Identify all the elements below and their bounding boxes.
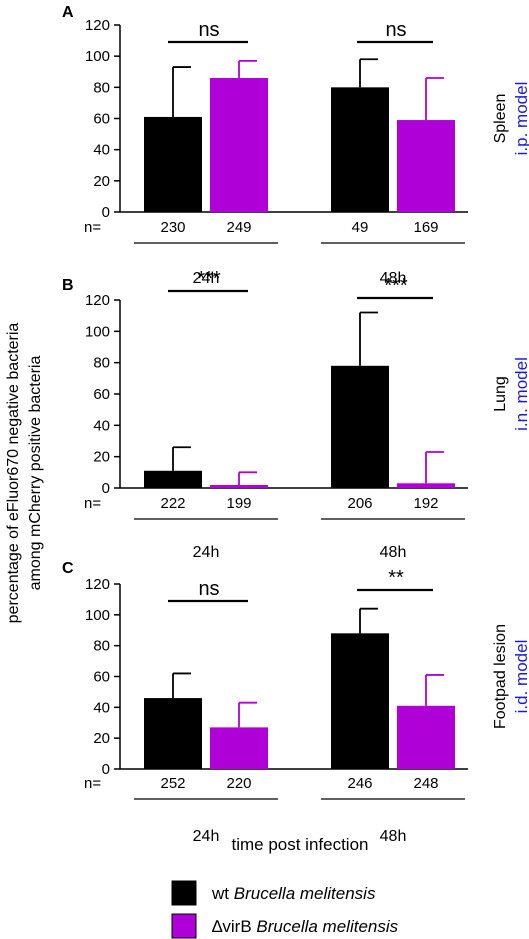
bar — [210, 727, 268, 769]
y-tick-label: 40 — [93, 142, 110, 159]
y-tick-label: 100 — [85, 323, 110, 340]
bar — [144, 470, 202, 488]
y-tick-label: 60 — [93, 111, 110, 128]
legend-swatch — [171, 913, 197, 939]
organ-label: Spleen — [492, 94, 509, 144]
legend-entry: wt Brucella melitensis — [211, 884, 376, 903]
n-label: 220 — [226, 775, 251, 792]
y-tick-label: 0 — [102, 204, 110, 221]
significance-label: *** — [384, 275, 408, 297]
n-label: 206 — [347, 495, 372, 512]
n-label: 252 — [160, 775, 185, 792]
bar — [397, 705, 455, 769]
y-tick-label: 80 — [93, 355, 110, 372]
y-tick-label: 20 — [93, 173, 110, 190]
panels: A 0 20 40 60 80 100 120 230 49 249 169 n= 24h 48h ns ns S… — [62, 4, 529, 845]
y-tick-label: 100 — [85, 607, 110, 624]
y-axis-label-line2: among mCherry positive bacteria — [27, 356, 44, 591]
category-label: 48h — [380, 828, 407, 845]
y-tick-label: 60 — [93, 669, 110, 686]
model-label: i.n. model — [512, 357, 529, 431]
panel-A: A 0 20 40 60 80 100 120 230 49 249 169 n= 24h 48h ns ns S… — [62, 4, 529, 287]
panel-letter: B — [62, 277, 74, 294]
n-label: 49 — [352, 219, 369, 236]
category-label: 24h — [193, 544, 220, 561]
significance-label: ** — [388, 567, 404, 589]
x-axis-label: time post infection — [231, 835, 368, 854]
panel-letter: C — [62, 560, 74, 577]
bar — [210, 485, 268, 488]
significance-label: *** — [197, 268, 221, 290]
category-label: 48h — [380, 270, 407, 287]
category-label: 48h — [380, 544, 407, 561]
legend-entry: ∆virB Brucella melitensis — [212, 917, 399, 936]
bar — [331, 87, 389, 212]
y-tick-label: 20 — [93, 449, 110, 466]
y-tick-label: 100 — [85, 48, 110, 65]
y-tick-label: 60 — [93, 386, 110, 403]
y-tick-label: 120 — [85, 17, 110, 34]
y-tick-label: 40 — [93, 417, 110, 434]
n-label: 199 — [226, 495, 251, 512]
y-tick-label: 40 — [93, 699, 110, 716]
bar — [210, 77, 268, 212]
bar — [144, 116, 202, 212]
legend-swatch — [171, 880, 197, 906]
bar — [331, 633, 389, 769]
n-prefix: n= — [84, 495, 101, 512]
significance-label: ns — [385, 19, 406, 41]
y-axis-label-line1: percentage of eFluor670 negative bacteri… — [5, 323, 22, 624]
n-label: 192 — [413, 495, 438, 512]
organ-label: Footpad lesion — [492, 624, 509, 729]
model-label: i.d. model — [512, 640, 529, 714]
legend: wt Brucella melitensis ∆virB Brucella mel… — [171, 880, 399, 939]
y-tick-label: 0 — [102, 761, 110, 778]
significance-label: ns — [198, 578, 219, 600]
n-label: 230 — [160, 219, 185, 236]
y-tick-label: 80 — [93, 79, 110, 96]
bar — [397, 483, 455, 488]
significance-label: ns — [198, 19, 219, 41]
n-label: 246 — [347, 775, 372, 792]
panel-letter: A — [62, 4, 74, 21]
n-label: 222 — [160, 495, 185, 512]
bar — [144, 698, 202, 769]
organ-label: Lung — [492, 376, 509, 412]
panel-C: C 0 20 40 60 80 100 120 252 246 220 248 n= 24h 48h ns **… — [62, 560, 529, 845]
y-tick-label: 0 — [102, 480, 110, 497]
model-label: i.p. model — [512, 82, 529, 156]
bar — [331, 365, 389, 488]
n-label: 248 — [413, 775, 438, 792]
n-label: 169 — [413, 219, 438, 236]
n-prefix: n= — [84, 219, 101, 236]
n-prefix: n= — [84, 775, 101, 792]
y-tick-label: 20 — [93, 730, 110, 747]
n-label: 249 — [226, 219, 251, 236]
category-label: 24h — [193, 270, 220, 287]
y-tick-label: 80 — [93, 638, 110, 655]
y-tick-label: 120 — [85, 576, 110, 593]
y-tick-label: 120 — [85, 292, 110, 309]
bar — [397, 120, 455, 212]
category-label: 24h — [193, 828, 220, 845]
